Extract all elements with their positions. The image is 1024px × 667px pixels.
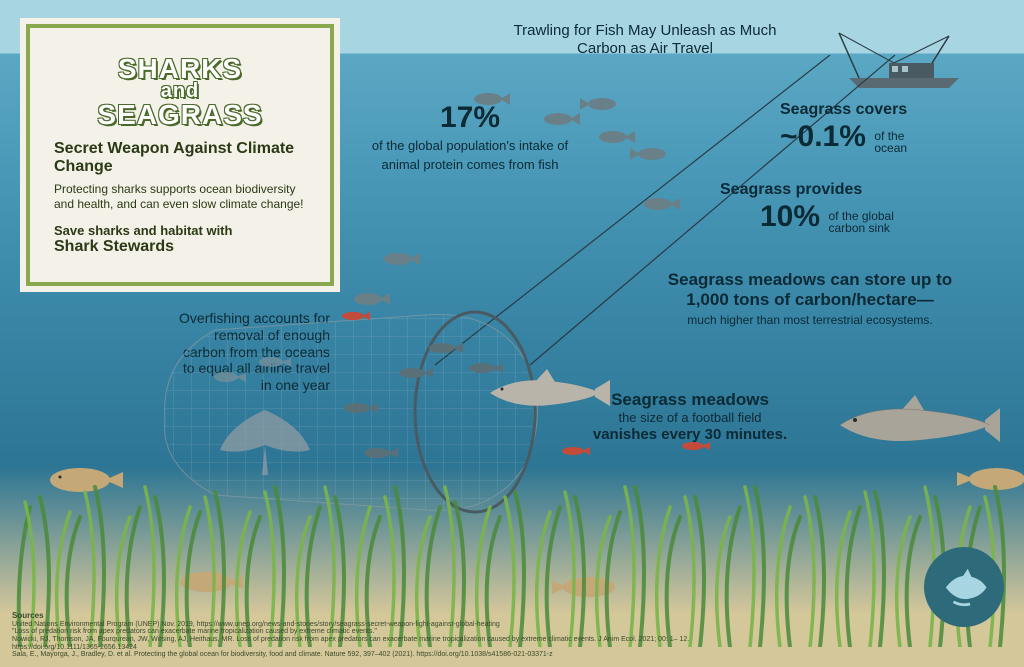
subtitle: Secret Weapon Against Climate Change — [54, 140, 306, 176]
cta-org: Shark Stewards — [54, 238, 306, 256]
fish-icon — [630, 145, 670, 163]
meadows-foot: much higher than most terrestrial ecosys… — [620, 313, 1000, 327]
cta-lead: Save sharks and habitat with — [54, 223, 232, 238]
meadows-l1: Seagrass meadows can store up to — [668, 270, 952, 289]
dugong-icon — [550, 570, 620, 605]
fish-icon — [380, 250, 420, 268]
title-body: Protecting sharks supports ocean biodive… — [54, 182, 306, 213]
sink-suffix: of the global carbon sink — [829, 210, 894, 234]
cover-lead: Seagrass covers — [780, 101, 907, 118]
red-fish-icon — [340, 310, 370, 322]
title-line1: SHARKS — [118, 53, 242, 84]
fish-icon — [580, 95, 620, 113]
fact-trawling: Trawling for Fish May Unleash as Much Ca… — [500, 22, 790, 58]
cta: Save sharks and habitat with Shark Stewa… — [54, 223, 306, 256]
sink-value: 10% — [760, 200, 820, 233]
red-fish-icon — [680, 440, 710, 452]
shark-large-right — [830, 390, 1000, 460]
cover-suffix: of the ocean — [874, 130, 907, 154]
cover-value: ~0.1% — [780, 120, 866, 153]
dugong-icon — [45, 460, 125, 500]
sources-header: Sources — [12, 612, 712, 621]
fact-cover: Seagrass covers ~0.1% of the ocean — [780, 100, 990, 155]
fish-icon — [540, 110, 580, 128]
sink-lead: Seagrass provides — [720, 181, 862, 198]
ray-icon — [210, 400, 320, 480]
dugong-icon — [175, 565, 245, 600]
logo-badge — [924, 547, 1004, 627]
boat-icon — [834, 28, 974, 88]
fish-icon — [350, 290, 390, 308]
shark-logo-icon — [937, 560, 992, 615]
title-line2: SEAGRASS — [97, 99, 262, 130]
fish-icon — [360, 445, 398, 461]
title-card: SHARKS and SEAGRASS Secret Weapon Agains… — [30, 28, 330, 282]
fish-icon — [595, 128, 635, 146]
fish-icon — [470, 90, 510, 108]
meadows-l2: 1,000 tons of carbon/hectare— — [686, 290, 934, 309]
fish-icon — [465, 360, 503, 376]
fact-meadows: Seagrass meadows can store up to 1,000 t… — [620, 270, 1000, 327]
red-fish-icon — [560, 445, 590, 457]
dugong-icon — [955, 460, 1024, 498]
fish-icon — [425, 340, 463, 356]
fish-icon — [340, 400, 378, 416]
sources: Sources United Nations Environmental Pro… — [12, 612, 712, 659]
main-title: SHARKS and SEAGRASS — [54, 54, 306, 130]
protein-text: of the global population's intake of ani… — [372, 138, 568, 172]
fish-icon — [210, 370, 246, 385]
fish-icon — [255, 355, 291, 370]
fact-sink: Seagrass provides 10% of the global carb… — [720, 180, 990, 235]
fish-icon — [395, 365, 433, 381]
fish-icon — [640, 195, 680, 213]
